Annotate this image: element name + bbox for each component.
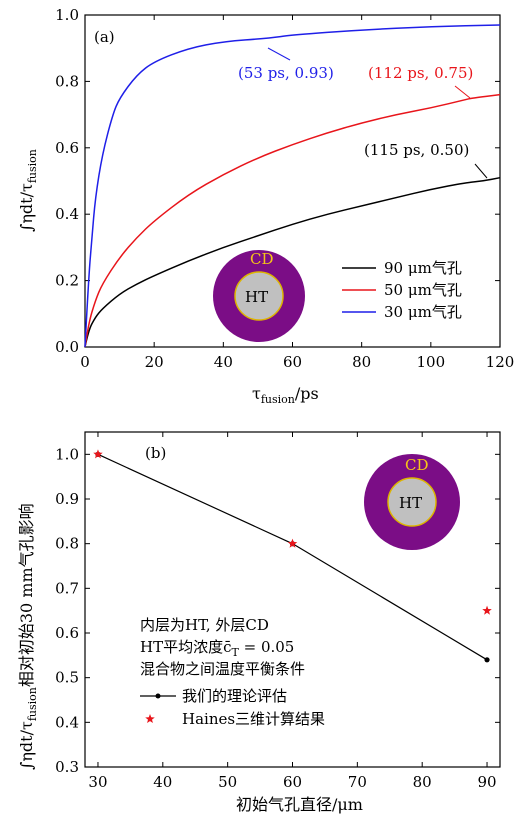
y-tick-label: 0.7 bbox=[55, 579, 79, 597]
panel-label-b: (b) bbox=[145, 444, 166, 462]
y-tick-label: 1.0 bbox=[55, 445, 79, 463]
y-tick-label: 0.3 bbox=[55, 758, 79, 776]
series-lines-a bbox=[84, 24, 501, 348]
x-tick-label: 40 bbox=[214, 353, 233, 371]
x-axis-label-a: τfusion/ps bbox=[252, 384, 319, 406]
condition-line-3: 混合物之间温度平衡条件 bbox=[140, 660, 305, 678]
y-tick-label: 0.6 bbox=[55, 624, 79, 642]
axis-ticks-a: 0 20 40 60 80 100 120 0.0 0.2 0.4 0.6 0.8 1.0 bbox=[55, 6, 514, 371]
haines-point bbox=[482, 605, 492, 615]
y-tick-label: 0.6 bbox=[55, 139, 79, 157]
y-tick-label: 0.8 bbox=[55, 72, 79, 90]
annotation-leader-50um bbox=[454, 85, 471, 99]
inset-outer-label-b: CD bbox=[405, 456, 429, 474]
y-tick-label: 0.2 bbox=[55, 272, 79, 290]
inset-inner-core-b bbox=[387, 477, 437, 527]
panel-label-a: (a) bbox=[94, 28, 115, 46]
legend-label-30um: 30 μm气孔 bbox=[384, 303, 462, 321]
y-tick-label: 0.0 bbox=[55, 338, 79, 356]
capsule-inset-a: CD HT bbox=[213, 250, 305, 342]
condition-line-1: 内层为HT, 外层CD bbox=[140, 616, 269, 634]
inset-inner-core-a bbox=[234, 271, 284, 321]
capsule-inset-b: CD HT bbox=[364, 454, 460, 550]
y-tick-label: 0.4 bbox=[55, 205, 79, 223]
x-tick-label: 40 bbox=[153, 773, 172, 791]
inset-inner-label-a: HT bbox=[245, 288, 268, 306]
legend-label-90um: 90 μm气孔 bbox=[384, 259, 462, 277]
legend-label-theory: 我们的理论评估 bbox=[182, 687, 287, 705]
x-tick-label: 90 bbox=[477, 773, 496, 791]
x-axis-label-b: 初始气孔直径/μm bbox=[236, 795, 363, 814]
annotation-leader-30um bbox=[267, 47, 291, 61]
series-line-0 bbox=[84, 176, 501, 348]
x-tick-label: 70 bbox=[348, 773, 367, 791]
y-tick-label: 0.9 bbox=[55, 490, 79, 508]
x-tick-label: 120 bbox=[486, 353, 515, 371]
y-tick-label: 0.5 bbox=[55, 669, 79, 687]
x-tick-label: 60 bbox=[283, 353, 302, 371]
x-tick-label: 80 bbox=[413, 773, 432, 791]
y-axis-label-a: ∫ηdt/τfusion bbox=[17, 149, 39, 232]
y-axis-label-b: ∫ηdt/τfusion相对初始30 mm气孔影响 bbox=[17, 503, 39, 770]
annotation-90um: (115 ps, 0.50) bbox=[364, 141, 469, 159]
inset-inner-label-b: HT bbox=[399, 494, 422, 512]
legend-a: 90 μm气孔 50 μm气孔 30 μm气孔 bbox=[342, 259, 462, 321]
annotation-50um: (112 ps, 0.75) bbox=[368, 64, 473, 82]
series-line-1 bbox=[84, 93, 501, 348]
x-tick-label: 50 bbox=[218, 773, 237, 791]
y-tick-label: 0.4 bbox=[55, 713, 79, 731]
x-tick-label: 100 bbox=[417, 353, 446, 371]
x-tick-label: 30 bbox=[88, 773, 107, 791]
legend-marker-theory bbox=[155, 693, 161, 699]
series-line-2 bbox=[84, 24, 501, 348]
legend-marker-haines bbox=[145, 714, 155, 724]
y-tick-label: 0.8 bbox=[55, 535, 79, 553]
panel-a: 0 20 40 60 80 100 120 0.0 0.2 0.4 0.6 0.8 1.0 (a) (5… bbox=[17, 6, 514, 406]
x-tick-label: 60 bbox=[283, 773, 302, 791]
haines-point bbox=[93, 449, 103, 459]
legend-label-50um: 50 μm气孔 bbox=[384, 281, 462, 299]
x-tick-label: 80 bbox=[352, 353, 371, 371]
legend-label-haines: Haines三维计算结果 bbox=[182, 710, 325, 728]
inset-outer-label-a: CD bbox=[250, 250, 274, 268]
series-lines-b bbox=[93, 449, 492, 663]
annotation-30um: (53 ps, 0.93) bbox=[238, 64, 334, 82]
annotation-leader-90um bbox=[474, 163, 488, 179]
panel-b: 30 40 50 60 70 80 90 0.3 0.4 0.5 0.6 0.7 0.8 0.9 1.0 (… bbox=[17, 431, 501, 814]
y-tick-label: 1.0 bbox=[55, 6, 79, 24]
condition-line-2: HT平均浓度c̄T = 0.05 bbox=[140, 638, 294, 659]
haines-point bbox=[287, 538, 298, 548]
theory-point bbox=[484, 657, 490, 663]
x-tick-label: 0 bbox=[80, 353, 90, 371]
legend-b: 我们的理论评估 Haines三维计算结果 bbox=[140, 687, 325, 728]
axis-ticks-b: 30 40 50 60 70 80 90 0.3 0.4 0.5 0.6 0.7 0.8 0.9 1.0 bbox=[55, 432, 500, 791]
x-tick-label: 20 bbox=[145, 353, 164, 371]
